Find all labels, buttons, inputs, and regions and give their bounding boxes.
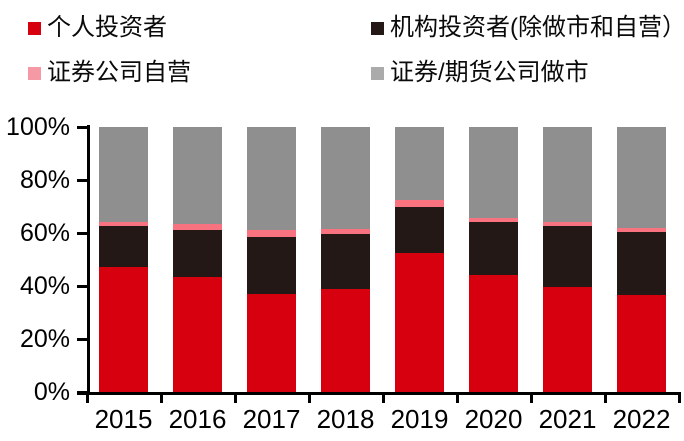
legend-item-market-makers: 证券/期货公司做市 (371, 58, 589, 88)
bar-segment (247, 236, 296, 294)
bar-segment (469, 218, 518, 223)
legend-label: 证券/期货公司做市 (390, 59, 589, 86)
bar-2018 (321, 127, 370, 392)
y-axis-label: 60% (19, 219, 70, 247)
bar-segment (173, 230, 222, 277)
x-axis-label: 2021 (538, 404, 597, 434)
bar-2015 (99, 127, 148, 392)
legend-swatch-icon (371, 21, 384, 35)
bar-segment (395, 127, 444, 200)
legend-swatch-icon (28, 21, 41, 35)
bar-2021 (543, 127, 592, 392)
x-axis-tick (604, 392, 607, 403)
x-axis-tick (382, 392, 385, 403)
x-axis-line (77, 392, 681, 395)
y-axis-tick (77, 338, 87, 341)
bar-segment (617, 227, 666, 232)
x-axis-label: 2018 (316, 404, 375, 434)
bar-segment (99, 267, 148, 392)
y-axis-tick (77, 126, 87, 129)
x-axis-tick (530, 392, 533, 403)
bar-segment (469, 222, 518, 276)
bar-segment (395, 206, 444, 253)
x-axis-tick (160, 392, 163, 403)
y-axis-label: 0% (33, 378, 70, 406)
legend-label: 证券公司自营 (47, 59, 191, 86)
x-axis-tick (234, 392, 237, 403)
y-axis-line (87, 125, 90, 395)
bar-segment (173, 276, 222, 392)
x-axis-label: 2017 (242, 404, 301, 434)
x-axis-tick (86, 392, 89, 403)
legend-label: 个人投资者 (47, 14, 167, 41)
x-axis-label: 2016 (168, 404, 227, 434)
bar-segment (543, 127, 592, 223)
x-axis-tick (456, 392, 459, 403)
bar-segment (543, 287, 592, 392)
chart-legend: 个人投资者 机构投资者(除做市和自营） 证券公司自营 证券/期货公司做市 (0, 0, 684, 110)
legend-item-individual-investors: 个人投资者 (28, 13, 167, 43)
x-axis-tick (308, 392, 311, 403)
y-axis-tick (77, 285, 87, 288)
x-axis-label: 2022 (612, 404, 671, 434)
y-axis-tick (77, 179, 87, 182)
bar-segment (99, 222, 148, 227)
y-axis-tick (77, 232, 87, 235)
bar-2022 (617, 127, 666, 392)
bar-segment (173, 127, 222, 224)
bar-segment (395, 199, 444, 207)
bar-segment (543, 226, 592, 288)
bar-segment (543, 222, 592, 227)
bar-segment (617, 231, 666, 296)
x-axis-label: 2020 (464, 404, 523, 434)
bar-2017 (247, 127, 296, 392)
bar-segment (321, 229, 370, 235)
legend-swatch-icon (28, 66, 41, 80)
bar-segment (395, 252, 444, 392)
y-axis-label: 80% (19, 166, 70, 194)
x-axis-label: 2015 (94, 404, 153, 434)
legend-swatch-icon (371, 66, 384, 80)
y-axis-label: 20% (19, 325, 70, 353)
bar-2016 (173, 127, 222, 392)
legend-item-securities-proprietary: 证券公司自营 (28, 58, 191, 88)
bar-segment (247, 293, 296, 392)
legend-label: 机构投资者(除做市和自营） (390, 14, 684, 41)
bar-segment (321, 127, 370, 230)
bar-segment (469, 127, 518, 219)
legend-item-institutional-investors: 机构投资者(除做市和自营） (371, 13, 684, 43)
bar-segment (321, 288, 370, 392)
bar-segment (99, 226, 148, 268)
bar-2020 (469, 127, 518, 392)
y-axis-label: 40% (19, 272, 70, 300)
bar-2019 (395, 127, 444, 392)
bar-segment (321, 234, 370, 289)
x-axis-tick (678, 392, 681, 403)
y-axis-tick (77, 391, 87, 394)
bar-segment (617, 295, 666, 392)
x-axis-label: 2019 (390, 404, 449, 434)
bar-segment (173, 223, 222, 231)
bar-segment (247, 230, 296, 237)
bar-segment (247, 127, 296, 231)
bar-segment (99, 127, 148, 223)
bar-segment (617, 127, 666, 228)
bar-segment (469, 275, 518, 392)
y-axis-label: 100% (6, 113, 70, 141)
